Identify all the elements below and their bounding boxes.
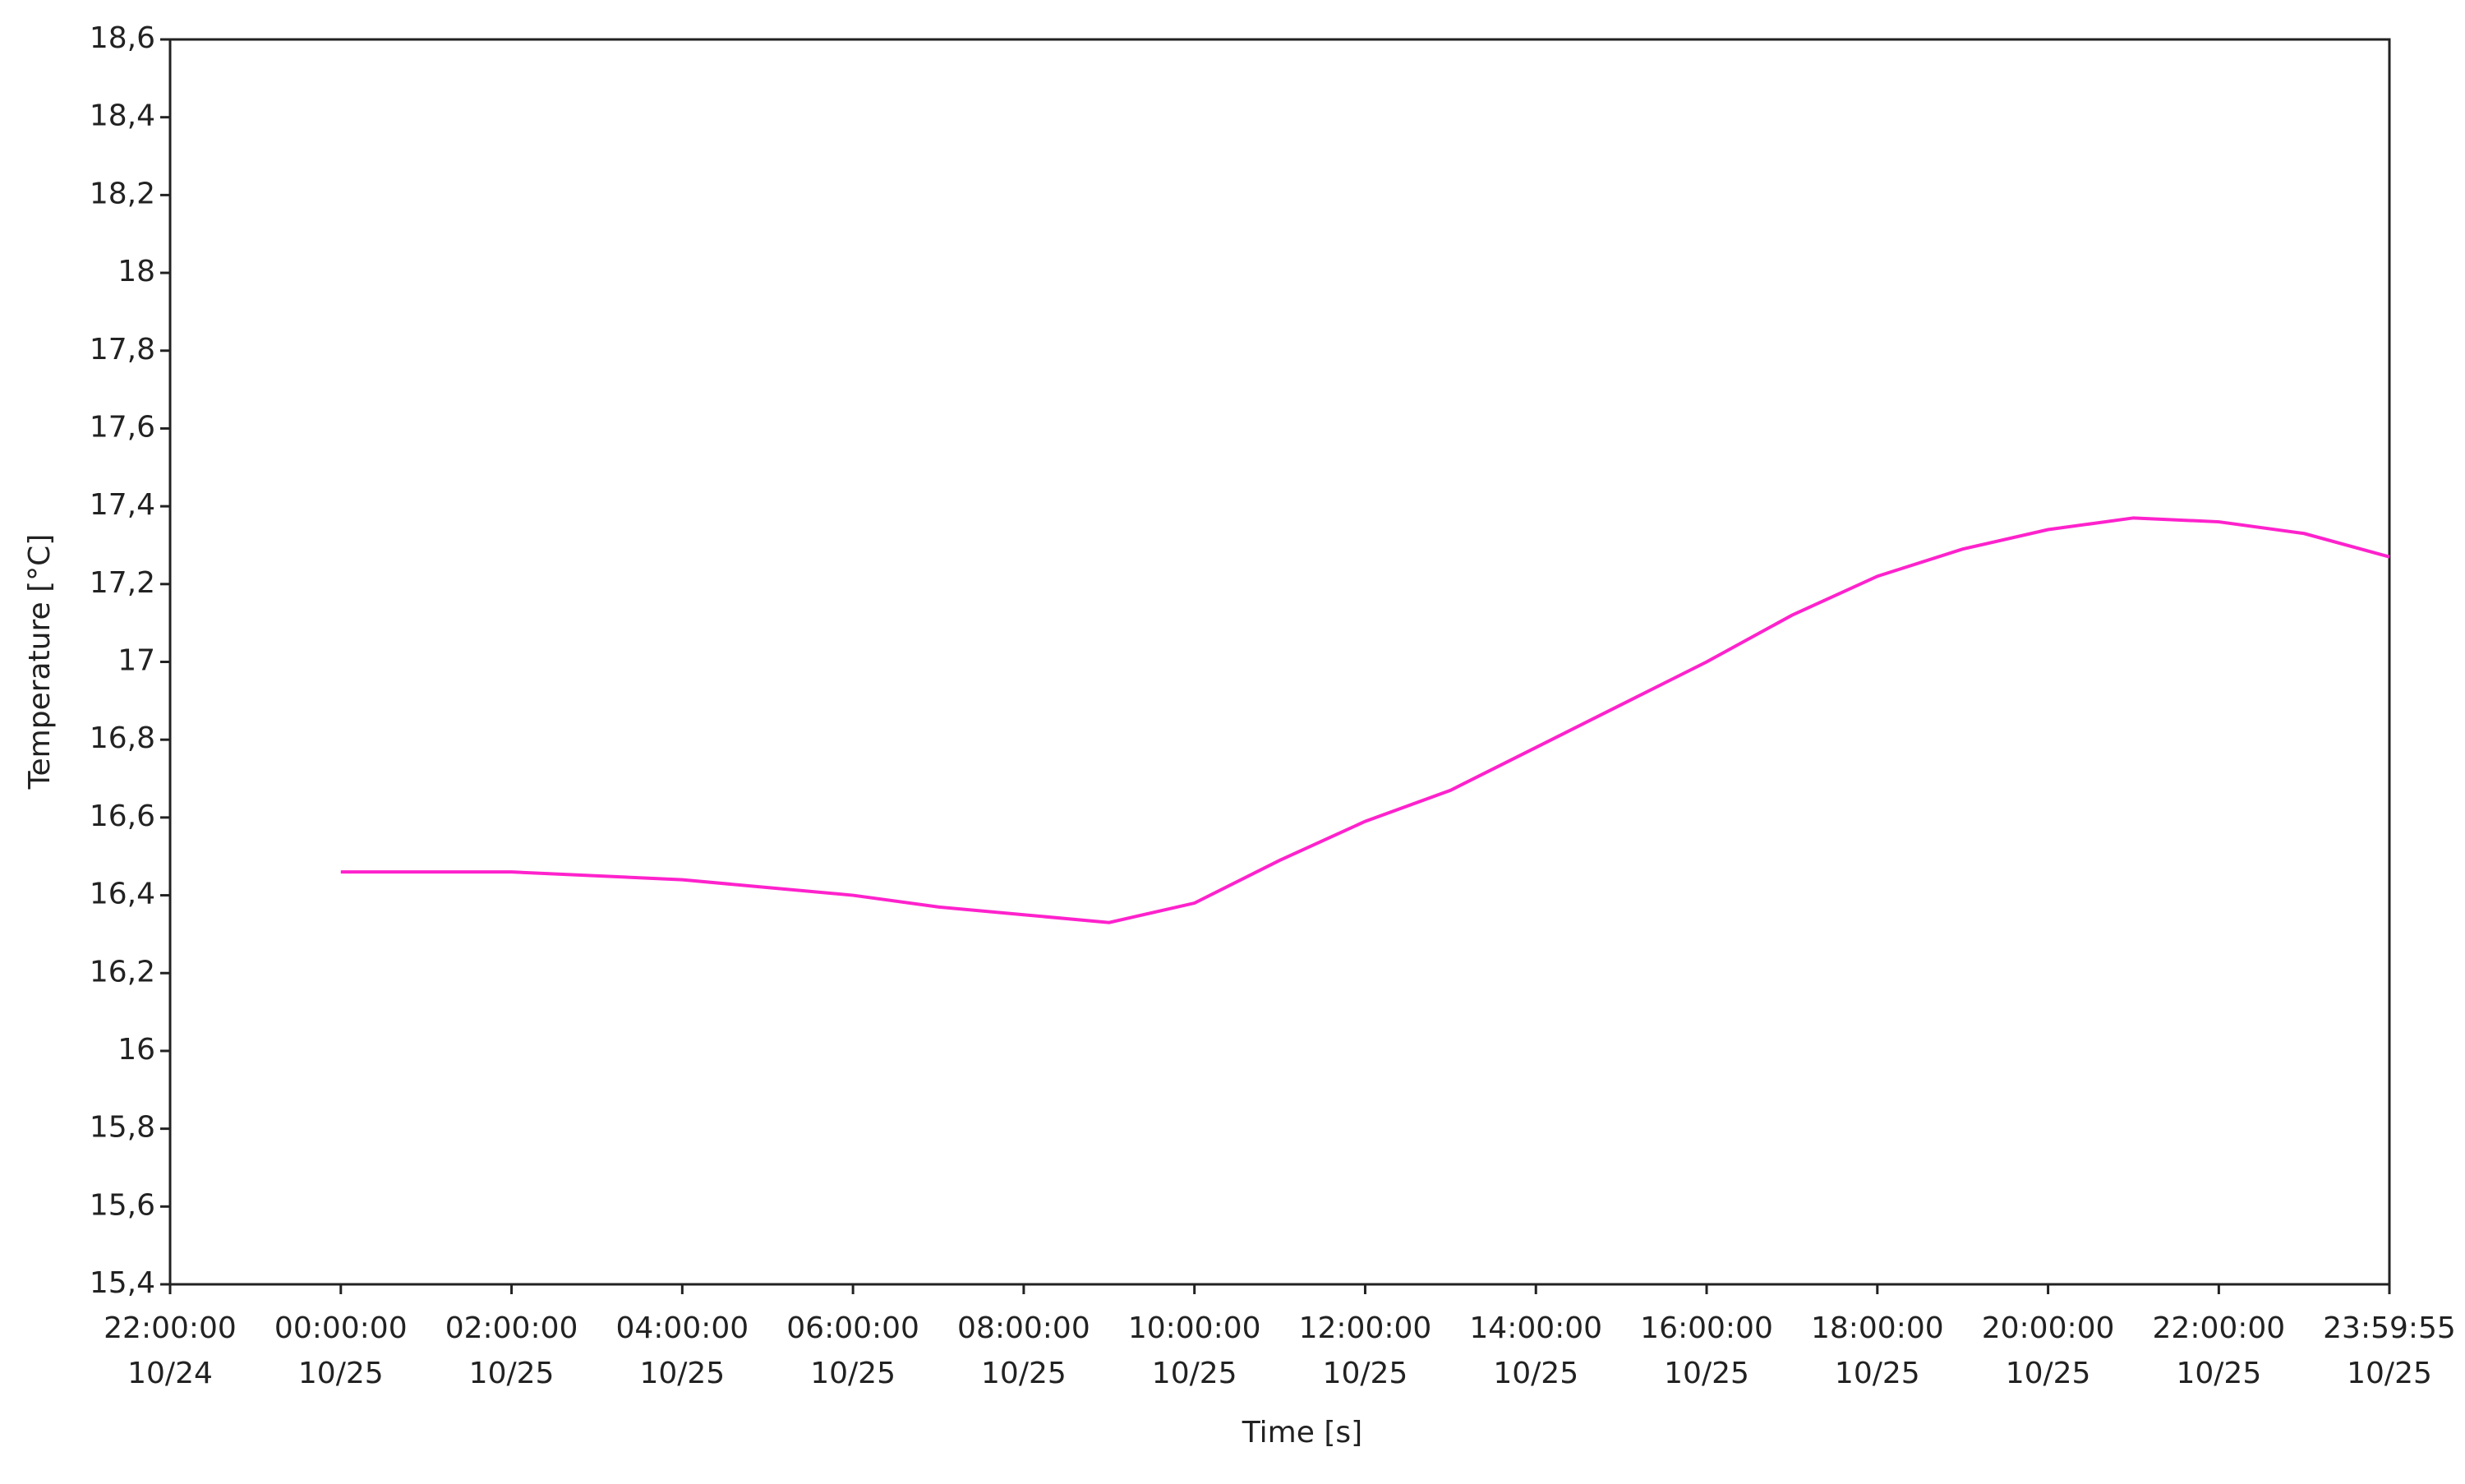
x-tick-label: 10/25 [981,1357,1067,1390]
x-tick-label: 10/25 [1493,1357,1578,1390]
x-tick-label: 14:00:00 [1469,1311,1602,1345]
x-tick-label: 10/25 [469,1357,555,1390]
x-tick-label: 10/25 [1835,1357,1920,1390]
y-axis-label: Temperature [°C] [23,534,57,790]
y-tick-label: 16,2 [90,955,155,989]
x-tick-label: 10/25 [1323,1357,1408,1390]
x-tick-label: 06:00:00 [786,1311,919,1345]
x-tick-label: 00:00:00 [274,1311,408,1345]
y-tick-label: 15,4 [90,1266,155,1300]
y-tick-label: 18 [117,255,155,288]
x-tick-label: 02:00:00 [445,1311,578,1345]
x-tick-label: 22:00:00 [104,1311,237,1345]
y-tick-label: 15,6 [90,1188,155,1222]
x-tick-label: 08:00:00 [957,1311,1090,1345]
y-tick-label: 16 [117,1033,155,1067]
x-tick-label: 10:00:00 [1128,1311,1261,1345]
y-tick-label: 17,4 [90,488,155,522]
x-tick-label: 10/25 [1152,1357,1237,1390]
y-tick-label: 15,8 [90,1111,155,1145]
x-tick-label: 12:00:00 [1299,1311,1432,1345]
y-tick-label: 17,8 [90,333,155,366]
x-tick-label: 20:00:00 [1982,1311,2115,1345]
x-tick-label: 04:00:00 [615,1311,749,1345]
x-tick-label: 16:00:00 [1640,1311,1773,1345]
x-tick-label: 10/25 [2006,1357,2091,1390]
x-tick-label: 23:59:55 [2323,1311,2456,1345]
x-tick-label: 10/25 [1664,1357,1749,1390]
y-tick-label: 16,6 [90,800,155,833]
y-tick-label: 18,2 [90,177,155,210]
x-tick-label: 10/25 [2176,1357,2261,1390]
x-tick-label: 10/25 [639,1357,725,1390]
x-tick-label: 10/25 [810,1357,896,1390]
x-axis-label: Time [s] [1242,1416,1362,1449]
line-series [340,516,2390,924]
y-tick-label: 18,6 [90,21,155,55]
y-tick-label: 16,8 [90,721,155,755]
x-tick-label: 10/24 [127,1357,213,1390]
x-tick-label: 10/25 [2347,1357,2432,1390]
plot-frame [168,38,2391,1286]
y-tick-label: 18,4 [90,99,155,133]
x-tick-label: 10/25 [298,1357,384,1390]
x-tick-label: 22:00:00 [2153,1311,2286,1345]
x-tick-label: 18:00:00 [1811,1311,1944,1345]
y-tick-label: 17 [117,644,155,678]
y-tick-label: 16,4 [90,878,155,911]
y-tick-label: 17,2 [90,566,155,600]
y-tick-label: 17,6 [90,410,155,444]
